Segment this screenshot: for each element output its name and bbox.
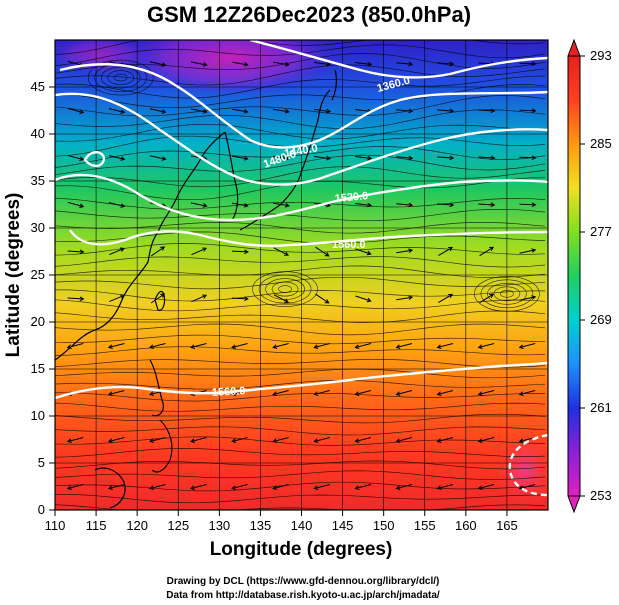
y-tick-label: 25 bbox=[31, 267, 45, 282]
wind-swirl bbox=[278, 285, 292, 293]
wind-arrows bbox=[66, 60, 537, 490]
coastline-taiwan bbox=[154, 290, 166, 311]
wind-arrow-set bbox=[66, 60, 537, 490]
colorbar-ticks: 253 261 269 277 285 293 bbox=[580, 48, 612, 503]
x-tick-label: 125 bbox=[167, 518, 189, 533]
credit-data: Data from http://database.rish.kyoto-u.a… bbox=[166, 590, 440, 601]
coastline-philippines-south bbox=[151, 419, 173, 473]
colorbar-tick-label: 277 bbox=[590, 224, 612, 239]
contour-1520 bbox=[55, 173, 548, 222]
wind-swirl bbox=[87, 59, 154, 96]
wind-swirl bbox=[94, 63, 148, 92]
geopotential-contours bbox=[55, 40, 548, 497]
contour-small-loop bbox=[83, 151, 106, 168]
colorbar-tick-label: 261 bbox=[590, 400, 612, 415]
coastline-luzon bbox=[149, 359, 164, 417]
colorbar-bottom-arrow bbox=[567, 495, 581, 514]
colorbar-tick-label: 285 bbox=[590, 136, 612, 151]
x-tick-label: 115 bbox=[86, 518, 107, 533]
y-tick-label: 10 bbox=[31, 408, 45, 423]
x-tick-label: 130 bbox=[208, 518, 230, 533]
colorbar-tick-label: 269 bbox=[590, 312, 612, 327]
colorbar-top-arrow bbox=[567, 38, 581, 57]
coastline-borneo bbox=[94, 467, 126, 509]
y-axis: 0 5 10 15 20 25 30 35 40 45 bbox=[31, 79, 55, 517]
plot-area: 1360.0 1440.0 1480.0 1520.0 1560.0 1560.… bbox=[55, 40, 548, 510]
x-tick-label: 165 bbox=[496, 518, 518, 533]
coastline-korea bbox=[224, 131, 239, 221]
contour-label-1560: 1560.0 bbox=[332, 239, 366, 251]
wind-swirl bbox=[271, 281, 299, 297]
figure-title: GSM 12Z26Dec2023 (850.0hPa) bbox=[147, 2, 471, 27]
wind-swirl bbox=[252, 271, 318, 307]
y-tick-label: 40 bbox=[31, 126, 45, 141]
y-tick-label: 30 bbox=[31, 220, 45, 235]
contour-1560 bbox=[69, 229, 548, 248]
colorbar-scale bbox=[567, 55, 581, 497]
y-axis-label: Latitude (degrees) bbox=[3, 193, 24, 358]
colorbar-tick-label: 253 bbox=[590, 488, 612, 503]
contour-1480 bbox=[55, 92, 548, 186]
colorbar-tick-label: 293 bbox=[590, 48, 612, 63]
wind-swirl bbox=[100, 66, 141, 89]
coastline-china bbox=[55, 131, 226, 361]
coastline-sakhalin bbox=[331, 69, 338, 101]
y-tick-label: 45 bbox=[31, 79, 45, 94]
contour-1360 bbox=[249, 40, 548, 79]
x-tick-label: 110 bbox=[45, 518, 66, 533]
x-axis-label: Longitude (degrees) bbox=[210, 539, 393, 560]
cold-core-region bbox=[120, 40, 340, 96]
contour-1440 bbox=[59, 63, 548, 149]
x-tick-label: 135 bbox=[250, 518, 272, 533]
x-tick-label: 145 bbox=[332, 518, 354, 533]
x-tick-label: 160 bbox=[455, 518, 477, 533]
contour-1560-south bbox=[55, 361, 548, 400]
coastline-japan bbox=[239, 89, 331, 231]
x-tick-label: 140 bbox=[291, 518, 313, 533]
colorbar: 253 261 269 277 285 293 bbox=[567, 38, 612, 514]
coastlines bbox=[55, 69, 338, 509]
x-tick-label: 155 bbox=[414, 518, 436, 533]
credit-drawing: Drawing by DCL (https://www.gfd-dennou.o… bbox=[167, 576, 440, 587]
x-axis: 110 115 120 125 130 135 140 145 150 155 160 165 bbox=[45, 510, 518, 533]
y-tick-label: 0 bbox=[38, 502, 45, 517]
contour-label-1520: 1520.0 bbox=[334, 190, 369, 205]
y-tick-label: 15 bbox=[31, 361, 45, 376]
y-tick-label: 5 bbox=[38, 455, 45, 470]
x-tick-label: 120 bbox=[126, 518, 148, 533]
wind-swirl bbox=[107, 70, 135, 85]
warm-anomaly-region bbox=[495, 430, 548, 510]
wind-swirl bbox=[265, 278, 305, 300]
contour-label-1560-south: 1560.0 bbox=[212, 385, 246, 399]
contour-label-1440: 1440.0 bbox=[283, 142, 318, 160]
graticule bbox=[55, 40, 548, 510]
wind-swirl bbox=[113, 73, 128, 82]
y-tick-label: 20 bbox=[31, 314, 45, 329]
contour-1560-dashed bbox=[508, 433, 548, 497]
y-tick-label: 35 bbox=[31, 173, 45, 188]
x-tick-label: 150 bbox=[373, 518, 395, 533]
